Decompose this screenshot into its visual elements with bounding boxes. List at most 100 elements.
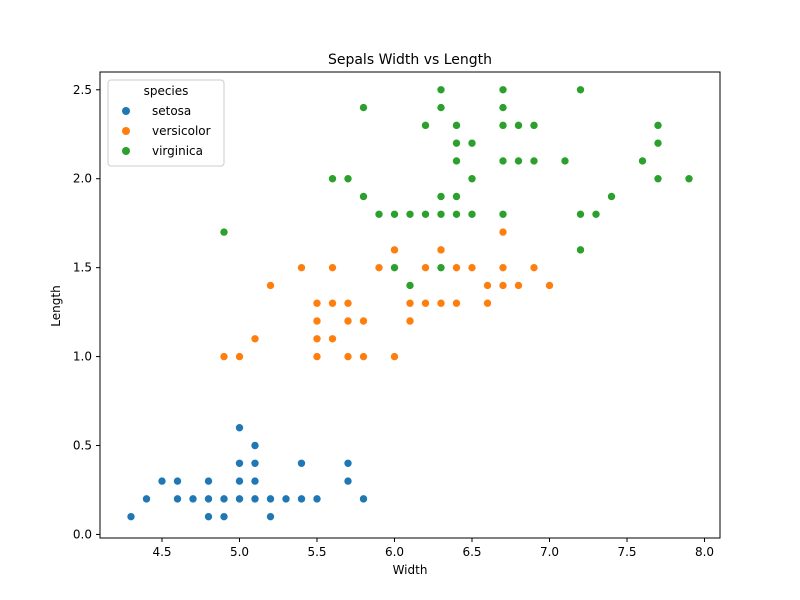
data-point [235,476,244,486]
data-point [204,494,213,504]
data-point [359,316,368,326]
data-point [312,494,322,504]
data-point [436,192,446,201]
data-point [514,281,523,290]
legend-item-versicolor: versicolor [122,124,211,138]
y-tick-label: 0.5 [73,439,92,453]
data-point [607,192,616,201]
x-axis-label: Width [393,563,428,577]
data-point [235,494,244,504]
data-point [297,494,306,504]
data-point [343,476,353,486]
data-point [250,476,260,486]
series-versicolor [219,227,554,361]
data-point [219,512,229,521]
data-point [498,209,508,219]
data-point [219,227,229,237]
data-point [514,156,523,166]
x-tick-label: 6.0 [385,545,404,559]
data-point [483,298,492,308]
data-point [343,298,353,308]
legend-label: setosa [152,104,191,118]
y-axis-label: Length [49,285,63,326]
data-point [142,494,151,504]
x-tick-label: 5.5 [307,545,326,559]
data-point [343,174,353,184]
data-point [529,263,539,272]
data-point [235,423,244,433]
data-point [436,85,446,95]
chart-title: Sepals Width vs Length [328,52,492,68]
data-point [235,458,244,468]
data-point [312,298,322,308]
data-point [374,209,384,219]
data-point [529,156,539,166]
data-point [576,245,585,255]
data-point [405,209,415,219]
data-point [405,298,415,308]
data-point [653,174,663,184]
y-tick-label: 2.0 [73,172,92,186]
y-tick-label: 0.0 [73,527,92,541]
data-point [297,263,306,272]
data-point [126,512,136,521]
data-point [653,121,663,130]
y-tick-label: 1.0 [73,350,92,364]
data-point [328,174,337,184]
data-point [405,316,415,326]
data-point [390,209,399,219]
data-point [452,121,461,130]
data-point [250,494,260,504]
data-point [498,103,508,112]
legend-title: species [144,84,189,98]
x-tick-label: 6.5 [462,545,481,559]
data-point [576,209,585,219]
data-point [483,281,492,290]
data-point [452,209,461,219]
data-point [452,298,461,308]
data-point [390,263,399,272]
x-tick-label: 7.5 [617,545,636,559]
data-point [452,138,461,148]
data-point [266,494,275,504]
data-point [436,263,446,272]
data-point [250,458,260,468]
data-point [498,263,508,272]
data-point [436,103,446,112]
data-point [436,298,446,308]
data-point [514,121,523,130]
data-point [359,192,368,201]
data-point [312,316,322,326]
data-point [498,227,508,237]
data-point [452,263,461,272]
data-point [452,192,461,201]
y-tick-label: 1.5 [73,261,92,275]
data-point [328,298,337,308]
data-point [684,174,694,184]
legend-item-setosa: setosa [122,104,191,118]
legend-item-virginica: virginica [122,144,203,158]
data-point [467,263,477,272]
data-point [421,263,430,272]
data-point [467,174,477,184]
data-point [328,334,337,344]
data-point [250,441,260,450]
legend: species setosa versicolor virginica [107,79,225,167]
data-point [467,138,477,148]
data-point [498,281,508,290]
x-tick-label: 4.5 [152,545,171,559]
data-point [529,121,539,130]
data-point [173,494,182,504]
x-tick-label: 7.0 [540,545,559,559]
data-point [359,352,368,361]
legend-label: virginica [152,144,203,158]
data-point [157,476,167,486]
data-point [312,334,322,344]
data-point [545,281,554,290]
data-point [467,209,477,219]
data-point [204,512,213,521]
series-virginica [219,85,694,290]
data-point [653,138,663,148]
data-point [359,103,368,112]
data-point [576,85,585,95]
